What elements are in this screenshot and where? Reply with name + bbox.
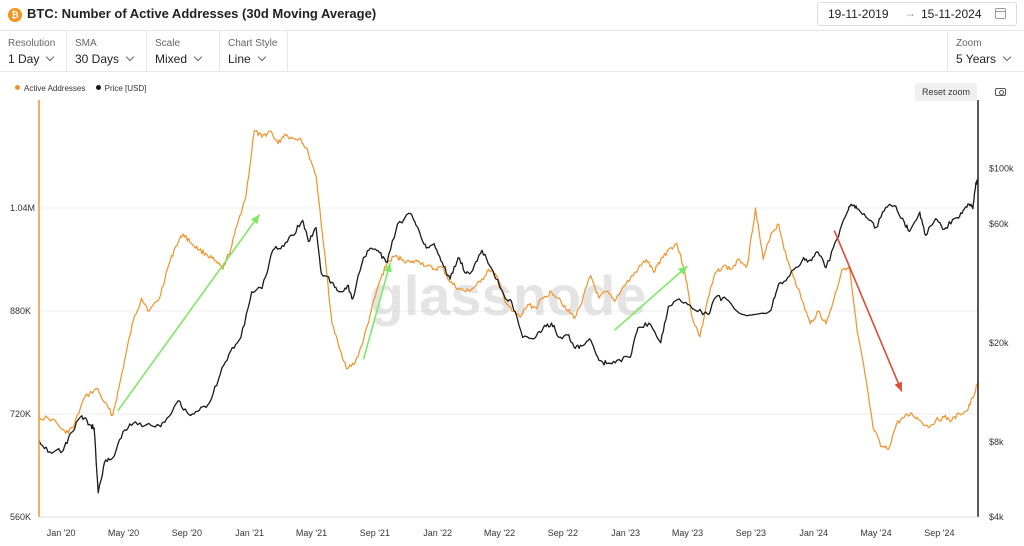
chevron-down-icon xyxy=(257,52,266,62)
x-tick-label: May '20 xyxy=(108,528,139,538)
legend-item-price[interactable]: Price [USD] xyxy=(95,84,147,93)
x-tick-label: Jan '24 xyxy=(799,528,828,538)
bitcoin-icon: ₿ xyxy=(8,8,22,22)
watermark: glassnode xyxy=(370,264,647,327)
scale-label: Scale xyxy=(155,38,181,49)
trend-arrow-line xyxy=(117,213,261,412)
chart-series xyxy=(38,129,979,494)
arrow-head-icon xyxy=(678,265,688,275)
legend-dot-icon xyxy=(15,85,20,91)
arrow-head-icon xyxy=(894,381,902,392)
chart-controls: Resolution 1 Day SMA 30 Days Scale Mixed… xyxy=(0,31,1024,72)
resolution-select[interactable]: Resolution 1 Day xyxy=(0,31,67,72)
x-tick-label: Sep '20 xyxy=(172,528,202,538)
trend-arrow-line xyxy=(833,230,903,392)
date-from-value[interactable]: 19-11-2019 xyxy=(828,7,889,21)
chevron-down-icon xyxy=(193,52,203,62)
date-range-picker[interactable]: 19-11-2019 → 15-11-2024 xyxy=(817,2,1017,26)
legend-label: Active Addresses xyxy=(24,84,86,93)
sma-value: 30 Days xyxy=(75,52,120,66)
chevron-down-icon xyxy=(46,52,55,62)
x-tick-label: May '23 xyxy=(672,528,703,538)
x-tick-label: Sep '24 xyxy=(924,528,954,538)
date-to-value[interactable]: 15-11-2024 xyxy=(921,7,982,21)
y-right-tick-label: $4k xyxy=(989,512,1004,522)
series-active-addresses-line[interactable] xyxy=(38,129,979,450)
scale-value: Mixed xyxy=(155,52,188,66)
y-left-tick-label: 880K xyxy=(10,306,31,316)
chart-annotations xyxy=(117,213,903,412)
chart-header: ₿ BTC: Number of Active Addresses (30d M… xyxy=(0,0,1024,31)
x-tick-label: Sep '23 xyxy=(736,528,766,538)
chart-axes: 560K 720K 880K 1.04M $4k $8k $20k $60k $100k Jan … xyxy=(10,100,1014,538)
chart-style-label: Chart Style xyxy=(228,38,278,49)
reset-zoom-button[interactable]: Reset zoom xyxy=(915,83,977,101)
chart-plot[interactable]: glassnode 560K 720K 880K 1.04M $4k $8k $20k $60… xyxy=(0,100,1024,546)
sma-select[interactable]: SMA 30 Days xyxy=(67,31,147,72)
legend-label: Price [USD] xyxy=(104,84,147,93)
x-tick-label: Jan '20 xyxy=(47,528,76,538)
x-tick-label: Jan '22 xyxy=(423,528,452,538)
y-right-tick-label: $8k xyxy=(989,437,1004,447)
y-left-tick-label: 720K xyxy=(10,409,31,419)
trend-arrow-line xyxy=(362,262,392,360)
arrow-head-icon xyxy=(250,214,260,225)
legend-item-active-addresses[interactable]: Active Addresses xyxy=(15,84,85,93)
zoom-label: Zoom xyxy=(956,38,982,49)
y-right-tick-label: $100k xyxy=(989,164,1014,174)
x-tick-label: May '22 xyxy=(484,528,515,538)
chevron-down-icon xyxy=(125,52,135,62)
zoom-select[interactable]: Zoom 5 Years xyxy=(947,31,1024,72)
calendar-icon[interactable] xyxy=(995,8,1006,19)
resolution-label: Resolution xyxy=(8,38,56,49)
sma-label: SMA xyxy=(75,38,97,49)
chart-legend: Active Addresses Price [USD] xyxy=(15,84,154,93)
x-tick-label: May '24 xyxy=(860,528,891,538)
resolution-value: 1 Day xyxy=(8,52,40,66)
x-tick-label: May '21 xyxy=(296,528,327,538)
x-tick-label: Sep '22 xyxy=(548,528,578,538)
y-right-tick-label: $60k xyxy=(989,219,1009,229)
chart-gridlines xyxy=(39,207,978,518)
arrow-right-icon: → xyxy=(904,6,916,20)
chart-style-select[interactable]: Chart Style Line xyxy=(220,31,288,72)
camera-icon[interactable] xyxy=(995,88,1006,96)
series-price-line[interactable] xyxy=(38,179,979,494)
chevron-down-icon xyxy=(1002,52,1012,62)
y-left-tick-label: 1.04M xyxy=(10,203,35,213)
trend-arrow-line xyxy=(613,265,689,331)
arrow-head-icon xyxy=(384,262,392,273)
x-tick-label: Sep '21 xyxy=(360,528,390,538)
scale-select[interactable]: Scale Mixed xyxy=(147,31,220,72)
zoom-value: 5 Years xyxy=(956,52,997,66)
x-tick-label: Jan '21 xyxy=(235,528,264,538)
legend-dot-icon xyxy=(95,85,101,91)
chart-style-value: Line xyxy=(228,52,251,66)
y-left-tick-label: 560K xyxy=(10,512,31,522)
page-title: BTC: Number of Active Addresses (30d Mov… xyxy=(27,6,377,21)
y-right-tick-label: $20k xyxy=(989,338,1009,348)
x-tick-label: Jan '23 xyxy=(611,528,640,538)
